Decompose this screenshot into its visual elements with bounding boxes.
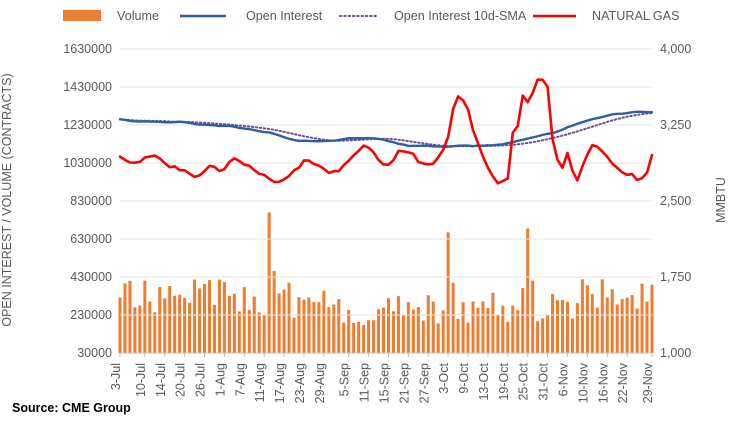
svg-text:1230000: 1230000 xyxy=(63,118,112,132)
svg-text:430000: 430000 xyxy=(70,270,112,284)
svg-text:1630000: 1630000 xyxy=(63,42,112,56)
svg-text:MMBTU: MMBTU xyxy=(714,177,728,223)
svg-text:4,000: 4,000 xyxy=(660,42,691,56)
svg-text:29-Aug: 29-Aug xyxy=(313,363,327,403)
svg-text:23-Aug: 23-Aug xyxy=(293,363,307,403)
svg-text:5-Sep: 5-Sep xyxy=(338,363,352,396)
svg-text:22-Nov: 22-Nov xyxy=(616,362,630,403)
svg-text:1,000: 1,000 xyxy=(660,346,691,360)
svg-text:1,750: 1,750 xyxy=(660,270,691,284)
svg-text:1430000: 1430000 xyxy=(63,80,112,94)
svg-text:1030000: 1030000 xyxy=(63,156,112,170)
svg-text:230000: 230000 xyxy=(70,308,112,322)
svg-text:Volume: Volume xyxy=(117,9,159,23)
svg-text:1-Aug: 1-Aug xyxy=(213,363,227,396)
svg-text:21-Sep: 21-Sep xyxy=(397,363,411,403)
svg-text:3,250: 3,250 xyxy=(660,118,691,132)
svg-text:15-Sep: 15-Sep xyxy=(377,363,391,403)
svg-text:NATURAL GAS: NATURAL GAS xyxy=(592,9,679,23)
svg-text:3-Jul: 3-Jul xyxy=(109,363,123,390)
svg-text:11-Sep: 11-Sep xyxy=(358,363,372,402)
svg-text:30000: 30000 xyxy=(77,346,112,360)
svg-text:OPEN INTEREST / VOLUME (CONTRA: OPEN INTEREST / VOLUME (CONTRACTS) xyxy=(0,73,14,326)
svg-text:9-Oct: 9-Oct xyxy=(457,362,471,393)
svg-text:11-Aug: 11-Aug xyxy=(253,363,267,402)
svg-text:31-Oct: 31-Oct xyxy=(537,362,551,400)
svg-text:25-Oct: 25-Oct xyxy=(517,362,531,400)
svg-text:20-Jul: 20-Jul xyxy=(174,363,188,397)
svg-text:10-Jul: 10-Jul xyxy=(134,363,148,397)
svg-text:13-Oct: 13-Oct xyxy=(477,362,491,400)
svg-text:6-Nov: 6-Nov xyxy=(556,362,570,396)
svg-text:26-Jul: 26-Jul xyxy=(194,363,208,397)
svg-text:14-Jul: 14-Jul xyxy=(154,363,168,397)
svg-text:Open Interest: Open Interest xyxy=(246,9,323,23)
svg-text:17-Aug: 17-Aug xyxy=(273,363,287,403)
svg-text:Open Interest 10d-SMA: Open Interest 10d-SMA xyxy=(394,9,527,23)
svg-text:630000: 630000 xyxy=(70,232,112,246)
svg-text:2,500: 2,500 xyxy=(660,194,691,208)
svg-text:7-Aug: 7-Aug xyxy=(233,363,247,396)
svg-text:830000: 830000 xyxy=(70,194,112,208)
svg-text:27-Sep: 27-Sep xyxy=(417,363,431,403)
svg-text:16-Nov: 16-Nov xyxy=(596,362,610,403)
svg-text:Source: CME Group: Source: CME Group xyxy=(12,401,131,415)
svg-text:29-Nov: 29-Nov xyxy=(641,362,655,403)
svg-text:3-Oct: 3-Oct xyxy=(437,362,451,393)
svg-text:19-Oct: 19-Oct xyxy=(497,362,511,400)
svg-text:10-Nov: 10-Nov xyxy=(576,362,590,403)
